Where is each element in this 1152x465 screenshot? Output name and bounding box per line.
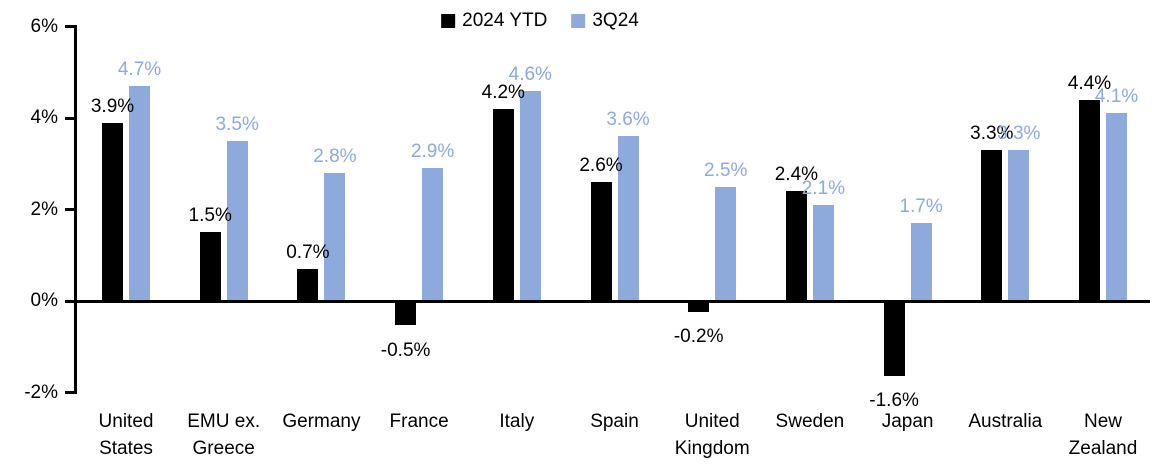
chart-legend: 2024 YTD 3Q24 bbox=[441, 10, 639, 32]
value-label: 2.5% bbox=[704, 159, 748, 181]
bar-3q24 bbox=[617, 136, 639, 301]
bar-3q24 bbox=[422, 168, 444, 301]
bar-2024-ytd bbox=[1079, 99, 1100, 301]
bar-3q24 bbox=[812, 204, 834, 301]
legend-label: 2024 YTD bbox=[462, 10, 548, 31]
bar-3q24 bbox=[129, 85, 150, 301]
value-label: -0.5% bbox=[380, 339, 431, 361]
value-label: 4.4% bbox=[1067, 72, 1112, 94]
x-axis-category-label: EMU ex. Greece bbox=[187, 411, 261, 459]
y-axis-tick-label: -2% bbox=[24, 381, 58, 403]
y-axis-tick bbox=[65, 299, 74, 303]
legend-label: 3Q24 bbox=[592, 10, 639, 31]
bar-3q24 bbox=[910, 223, 932, 301]
x-axis-category-label: New Zealand bbox=[1068, 411, 1138, 459]
legend-swatch-icon bbox=[441, 14, 456, 28]
y-axis-tick bbox=[65, 391, 74, 394]
x-axis-category-label: Italy bbox=[499, 411, 535, 432]
x-axis-category-label: Australia bbox=[968, 411, 1043, 432]
bar-2024-ytd bbox=[590, 182, 612, 301]
value-label: 3.6% bbox=[606, 109, 650, 131]
bar-3q24 bbox=[519, 90, 541, 301]
value-label: 4.2% bbox=[481, 81, 525, 103]
y-axis-tick-label: 4% bbox=[30, 107, 58, 128]
bar-2024-ytd bbox=[297, 268, 319, 301]
y-axis-tick-label: 2% bbox=[30, 198, 58, 220]
bar-2024-ytd bbox=[785, 191, 807, 301]
value-label: -0.2% bbox=[673, 326, 724, 348]
bar-2024-ytd bbox=[199, 232, 221, 301]
y-axis-tick bbox=[65, 116, 74, 120]
value-label: 2.1% bbox=[801, 177, 846, 199]
value-label: 4.1% bbox=[1094, 86, 1139, 108]
bar-2024-ytd bbox=[981, 150, 1003, 301]
x-axis-category-label: Spain bbox=[590, 411, 639, 432]
x-axis-category-label: Sweden bbox=[775, 411, 845, 432]
bar-3q24 bbox=[1106, 113, 1127, 301]
x-axis-category-label: United States bbox=[98, 411, 154, 459]
value-label: 3.9% bbox=[90, 95, 135, 117]
bar-2024-ytd bbox=[883, 302, 905, 376]
value-label: 4.6% bbox=[508, 63, 552, 85]
value-label: 3.3% bbox=[970, 123, 1014, 145]
x-axis-category-label: France bbox=[389, 411, 449, 432]
x-axis-category-label: Germany bbox=[282, 411, 361, 432]
value-label: 1.7% bbox=[899, 196, 943, 218]
bar-2024-ytd bbox=[102, 122, 123, 301]
legend-swatch-icon bbox=[571, 14, 586, 28]
value-label: 2.8% bbox=[313, 145, 357, 167]
value-label: 4.7% bbox=[117, 58, 162, 80]
x-axis-category-label: Japan bbox=[881, 411, 934, 432]
y-axis-tick bbox=[65, 208, 74, 211]
y-axis-tick-label: 0% bbox=[30, 290, 58, 311]
legend-item: 2024 YTD bbox=[441, 10, 547, 32]
y-axis-line bbox=[74, 25, 77, 394]
value-label: 3.5% bbox=[215, 113, 259, 135]
legend-item: 3Q24 bbox=[571, 10, 639, 32]
bar-2024-ytd bbox=[688, 302, 710, 312]
y-axis-tick bbox=[65, 25, 74, 28]
value-label: 2.6% bbox=[579, 155, 623, 177]
bar-3q24 bbox=[715, 186, 737, 301]
bar-3q24 bbox=[1008, 150, 1030, 301]
x-axis-line bbox=[74, 299, 1150, 303]
value-label: 1.5% bbox=[188, 205, 232, 227]
bar-3q24 bbox=[226, 140, 248, 301]
bar-2024-ytd bbox=[492, 108, 514, 301]
value-label: 2.9% bbox=[410, 141, 455, 163]
bar-3q24 bbox=[324, 172, 346, 301]
value-label: 0.7% bbox=[286, 241, 330, 263]
y-axis-tick-label: 6% bbox=[30, 15, 58, 37]
bar-2024-ytd bbox=[395, 302, 417, 326]
value-label: 3.3% bbox=[997, 123, 1041, 145]
value-label: -1.6% bbox=[869, 390, 919, 412]
value-label: 2.4% bbox=[774, 164, 819, 186]
x-axis-category-label: United Kingdom bbox=[674, 411, 750, 459]
